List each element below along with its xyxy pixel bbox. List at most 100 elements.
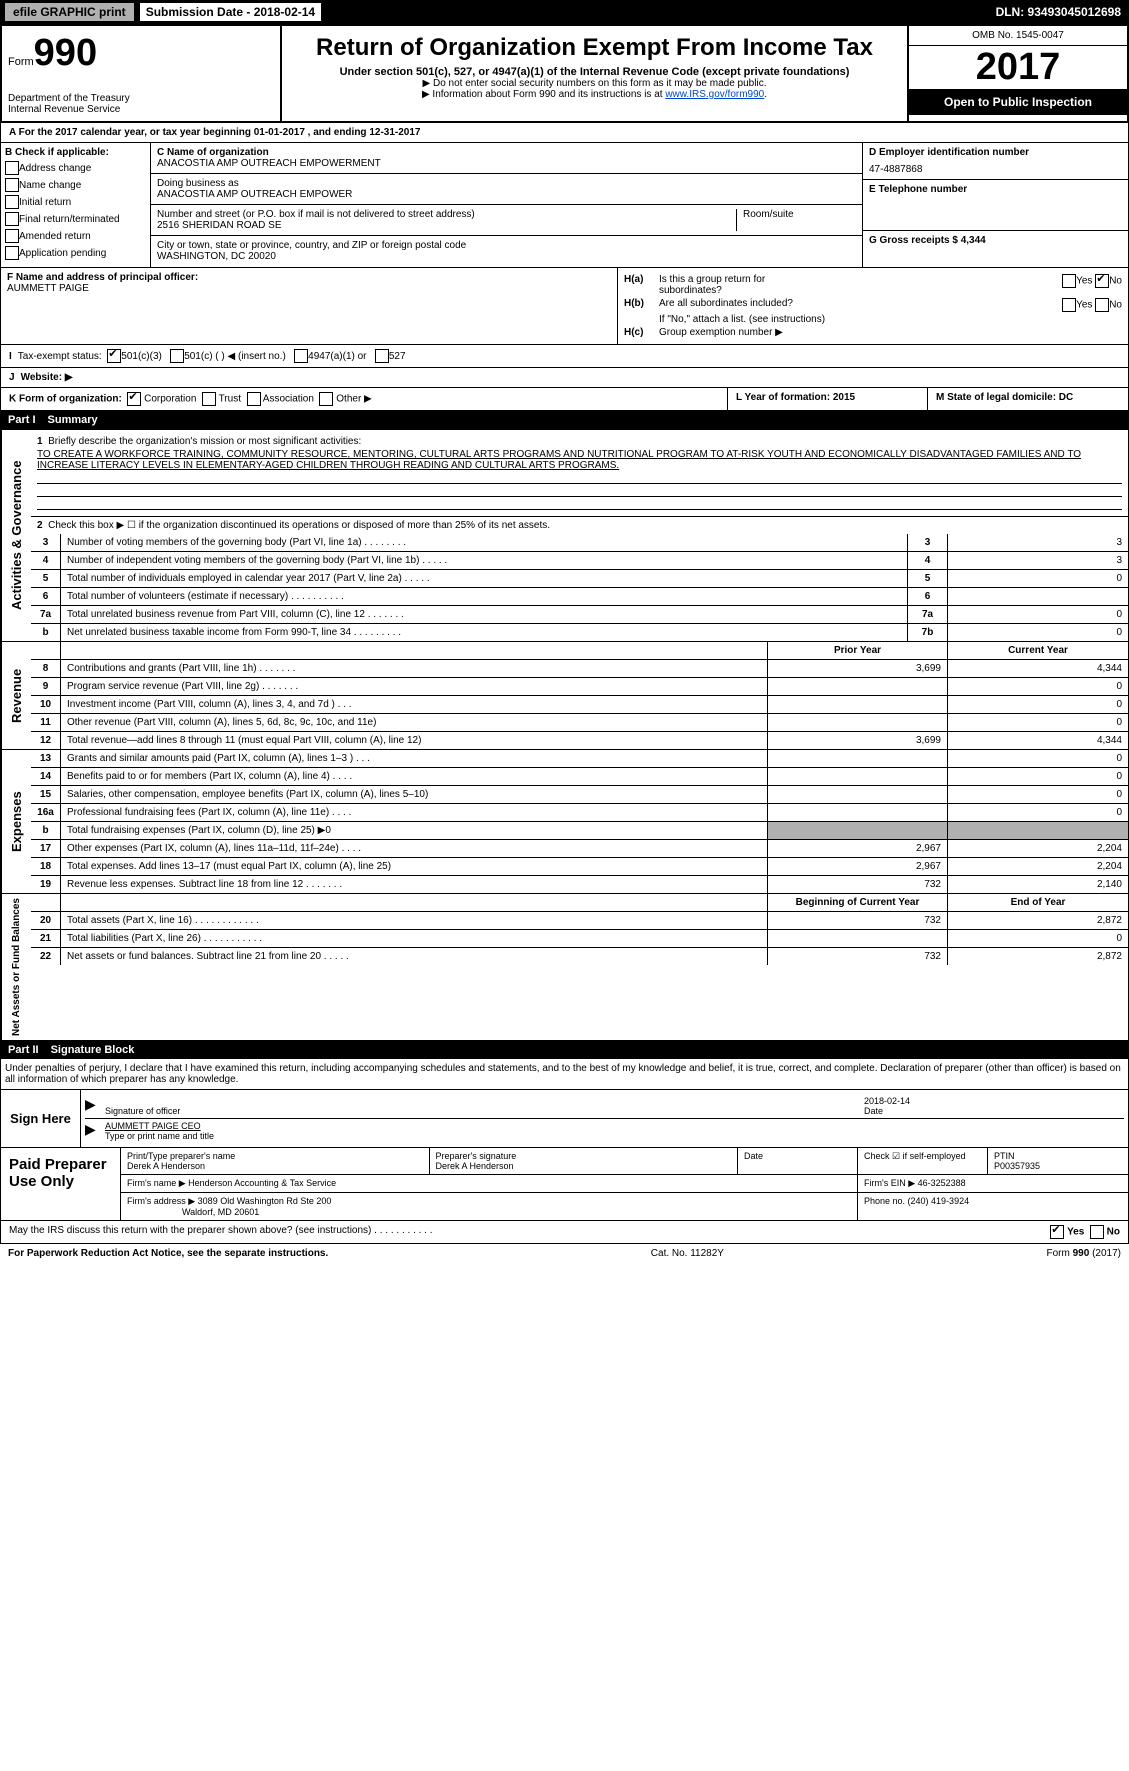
part-i-header: Part I Summary [0,411,1129,429]
preparer-section: Paid Preparer Use Only Print/Type prepar… [0,1148,1129,1221]
label-revenue: Revenue [1,642,31,749]
chk-final-return[interactable] [5,212,19,226]
table-row: 4Number of independent voting members of… [31,552,1128,570]
chk-amended[interactable] [5,229,19,243]
chk-initial-return[interactable] [5,195,19,209]
efile-button[interactable]: efile GRAPHIC print [4,2,135,22]
table-row: 19Revenue less expenses. Subtract line 1… [31,876,1128,893]
table-row: 5Total number of individuals employed in… [31,570,1128,588]
h-section: H(a)Is this a group return forsubordinat… [618,268,1128,344]
row-i-tax-status: ITax-exempt status: 501(c)(3) 501(c) ( )… [0,345,1129,368]
org-name-label: C Name of organization [157,147,856,158]
dba-label: Doing business as [157,178,856,189]
table-row: 14Benefits paid to or for members (Part … [31,768,1128,786]
table-row: 8Contributions and grants (Part VIII, li… [31,660,1128,678]
irs-link[interactable]: www.IRS.gov/form990 [665,89,764,100]
activities-governance-section: Activities & Governance 1 Briefly descri… [0,429,1129,642]
form-subtitle: Under section 501(c), 527, or 4947(a)(1)… [286,66,903,78]
table-row: 22Net assets or fund balances. Subtract … [31,948,1128,965]
table-row: 17Other expenses (Part IX, column (A), l… [31,840,1128,858]
m-state-domicile: M State of legal domicile: DC [928,388,1128,410]
part-ii-header: Part II Signature Block [0,1041,1129,1059]
principal-officer: F Name and address of principal officer:… [1,268,618,344]
chk-4947[interactable] [294,349,308,363]
table-row: bTotal fundraising expenses (Part IX, co… [31,822,1128,840]
k-form-org: K Form of organization: Corporation Trus… [1,388,728,410]
form-header: Form990 Department of the Treasury Inter… [0,24,1129,123]
col-c: C Name of organization ANACOSTIA AMP OUT… [151,143,863,267]
table-row: 13Grants and similar amounts paid (Part … [31,750,1128,768]
penalties-text: Under penalties of perjury, I declare th… [0,1059,1129,1090]
table-row: 12Total revenue—add lines 8 through 11 (… [31,732,1128,749]
dln: DLN: 93493045012698 [988,1,1129,23]
discuss-row: May the IRS discuss this return with the… [0,1221,1129,1244]
form-number: 990 [34,32,97,74]
city-label: City or town, state or province, country… [157,240,856,251]
chk-other[interactable] [319,392,333,406]
arrow-icon: ▶ [85,1121,105,1141]
revenue-section: Revenue Prior Year Current Year 8Contrib… [0,642,1129,750]
info-note: ▶ Information about Form 990 and its ins… [286,89,903,100]
irs-label: Internal Revenue Service [8,104,274,115]
chk-pending[interactable] [5,246,19,260]
ha-yes[interactable] [1062,274,1076,288]
section-fh: F Name and address of principal officer:… [0,268,1129,345]
table-row: 9Program service revenue (Part VIII, lin… [31,678,1128,696]
chk-name-change[interactable] [5,178,19,192]
h-note: If "No," attach a list. (see instruction… [624,314,1122,325]
expenses-section: Expenses 13Grants and similar amounts pa… [0,750,1129,894]
sign-here-label: Sign Here [1,1090,81,1147]
table-row: 21Total liabilities (Part X, line 26) . … [31,930,1128,948]
col-b: B Check if applicable: Address change Na… [1,143,151,267]
table-row: 11Other revenue (Part VIII, column (A), … [31,714,1128,732]
hb-yes[interactable] [1062,298,1076,312]
open-to-public: Open to Public Inspection [909,89,1127,115]
addr-label: Number and street (or P.O. box if mail i… [157,209,736,220]
table-row: 20Total assets (Part X, line 16) . . . .… [31,912,1128,930]
row-klm: K Form of organization: Corporation Trus… [0,388,1129,411]
chk-527[interactable] [375,349,389,363]
table-row: 6Total number of volunteers (estimate if… [31,588,1128,606]
ha-no[interactable] [1095,274,1109,288]
chk-address-change[interactable] [5,161,19,175]
table-row: bNet unrelated business taxable income f… [31,624,1128,641]
top-bar: efile GRAPHIC print Submission Date - 20… [0,0,1129,24]
table-row: 15Salaries, other compensation, employee… [31,786,1128,804]
form-title: Return of Organization Exempt From Incom… [286,34,903,62]
table-row: 10Investment income (Part VIII, column (… [31,696,1128,714]
label-net-assets: Net Assets or Fund Balances [1,894,31,1040]
chk-trust[interactable] [202,392,216,406]
chk-corp[interactable] [127,392,141,406]
chk-501c[interactable] [170,349,184,363]
addr-value: 2516 SHERIDAN ROAD SE [157,220,736,231]
row-j-website: JWebsite: ▶ [0,368,1129,388]
table-row: 16aProfessional fundraising fees (Part I… [31,804,1128,822]
sign-section: Sign Here ▶ Signature of officer 2018-02… [0,1090,1129,1148]
net-header-row: Beginning of Current Year End of Year [31,894,1128,912]
ein-value: 47-4887868 [869,164,1122,175]
ein-label: D Employer identification number [869,147,1122,158]
tax-year: 2017 [909,46,1127,89]
tel-label: E Telephone number [869,184,1122,195]
table-row: 3Number of voting members of the governi… [31,534,1128,552]
table-row: 7aTotal unrelated business revenue from … [31,606,1128,624]
submission-date: Submission Date - 2018-02-14 [139,2,322,22]
discuss-yes[interactable] [1050,1225,1064,1239]
dba-name: ANACOSTIA AMP OUTREACH EMPOWER [157,189,856,200]
footer: For Paperwork Reduction Act Notice, see … [0,1244,1129,1263]
section-bcd: B Check if applicable: Address change Na… [0,143,1129,268]
l-year-formation: L Year of formation: 2015 [728,388,928,410]
label-activities: Activities & Governance [1,430,31,641]
omb-number: OMB No. 1545-0047 [909,26,1127,46]
dept-treasury: Department of the Treasury [8,93,274,104]
table-row: 18Total expenses. Add lines 13–17 (must … [31,858,1128,876]
chk-501c3[interactable] [107,349,121,363]
room-suite: Room/suite [736,209,856,231]
city-value: WASHINGTON, DC 20020 [157,251,856,262]
discuss-no[interactable] [1090,1225,1104,1239]
chk-assoc[interactable] [247,392,261,406]
hb-no[interactable] [1095,298,1109,312]
line-2: 2 Check this box ▶ ☐ if the organization… [31,516,1128,534]
mission-text: TO CREATE A WORKFORCE TRAINING, COMMUNIT… [37,449,1122,471]
gross-receipts: G Gross receipts $ 4,344 [863,231,1128,250]
